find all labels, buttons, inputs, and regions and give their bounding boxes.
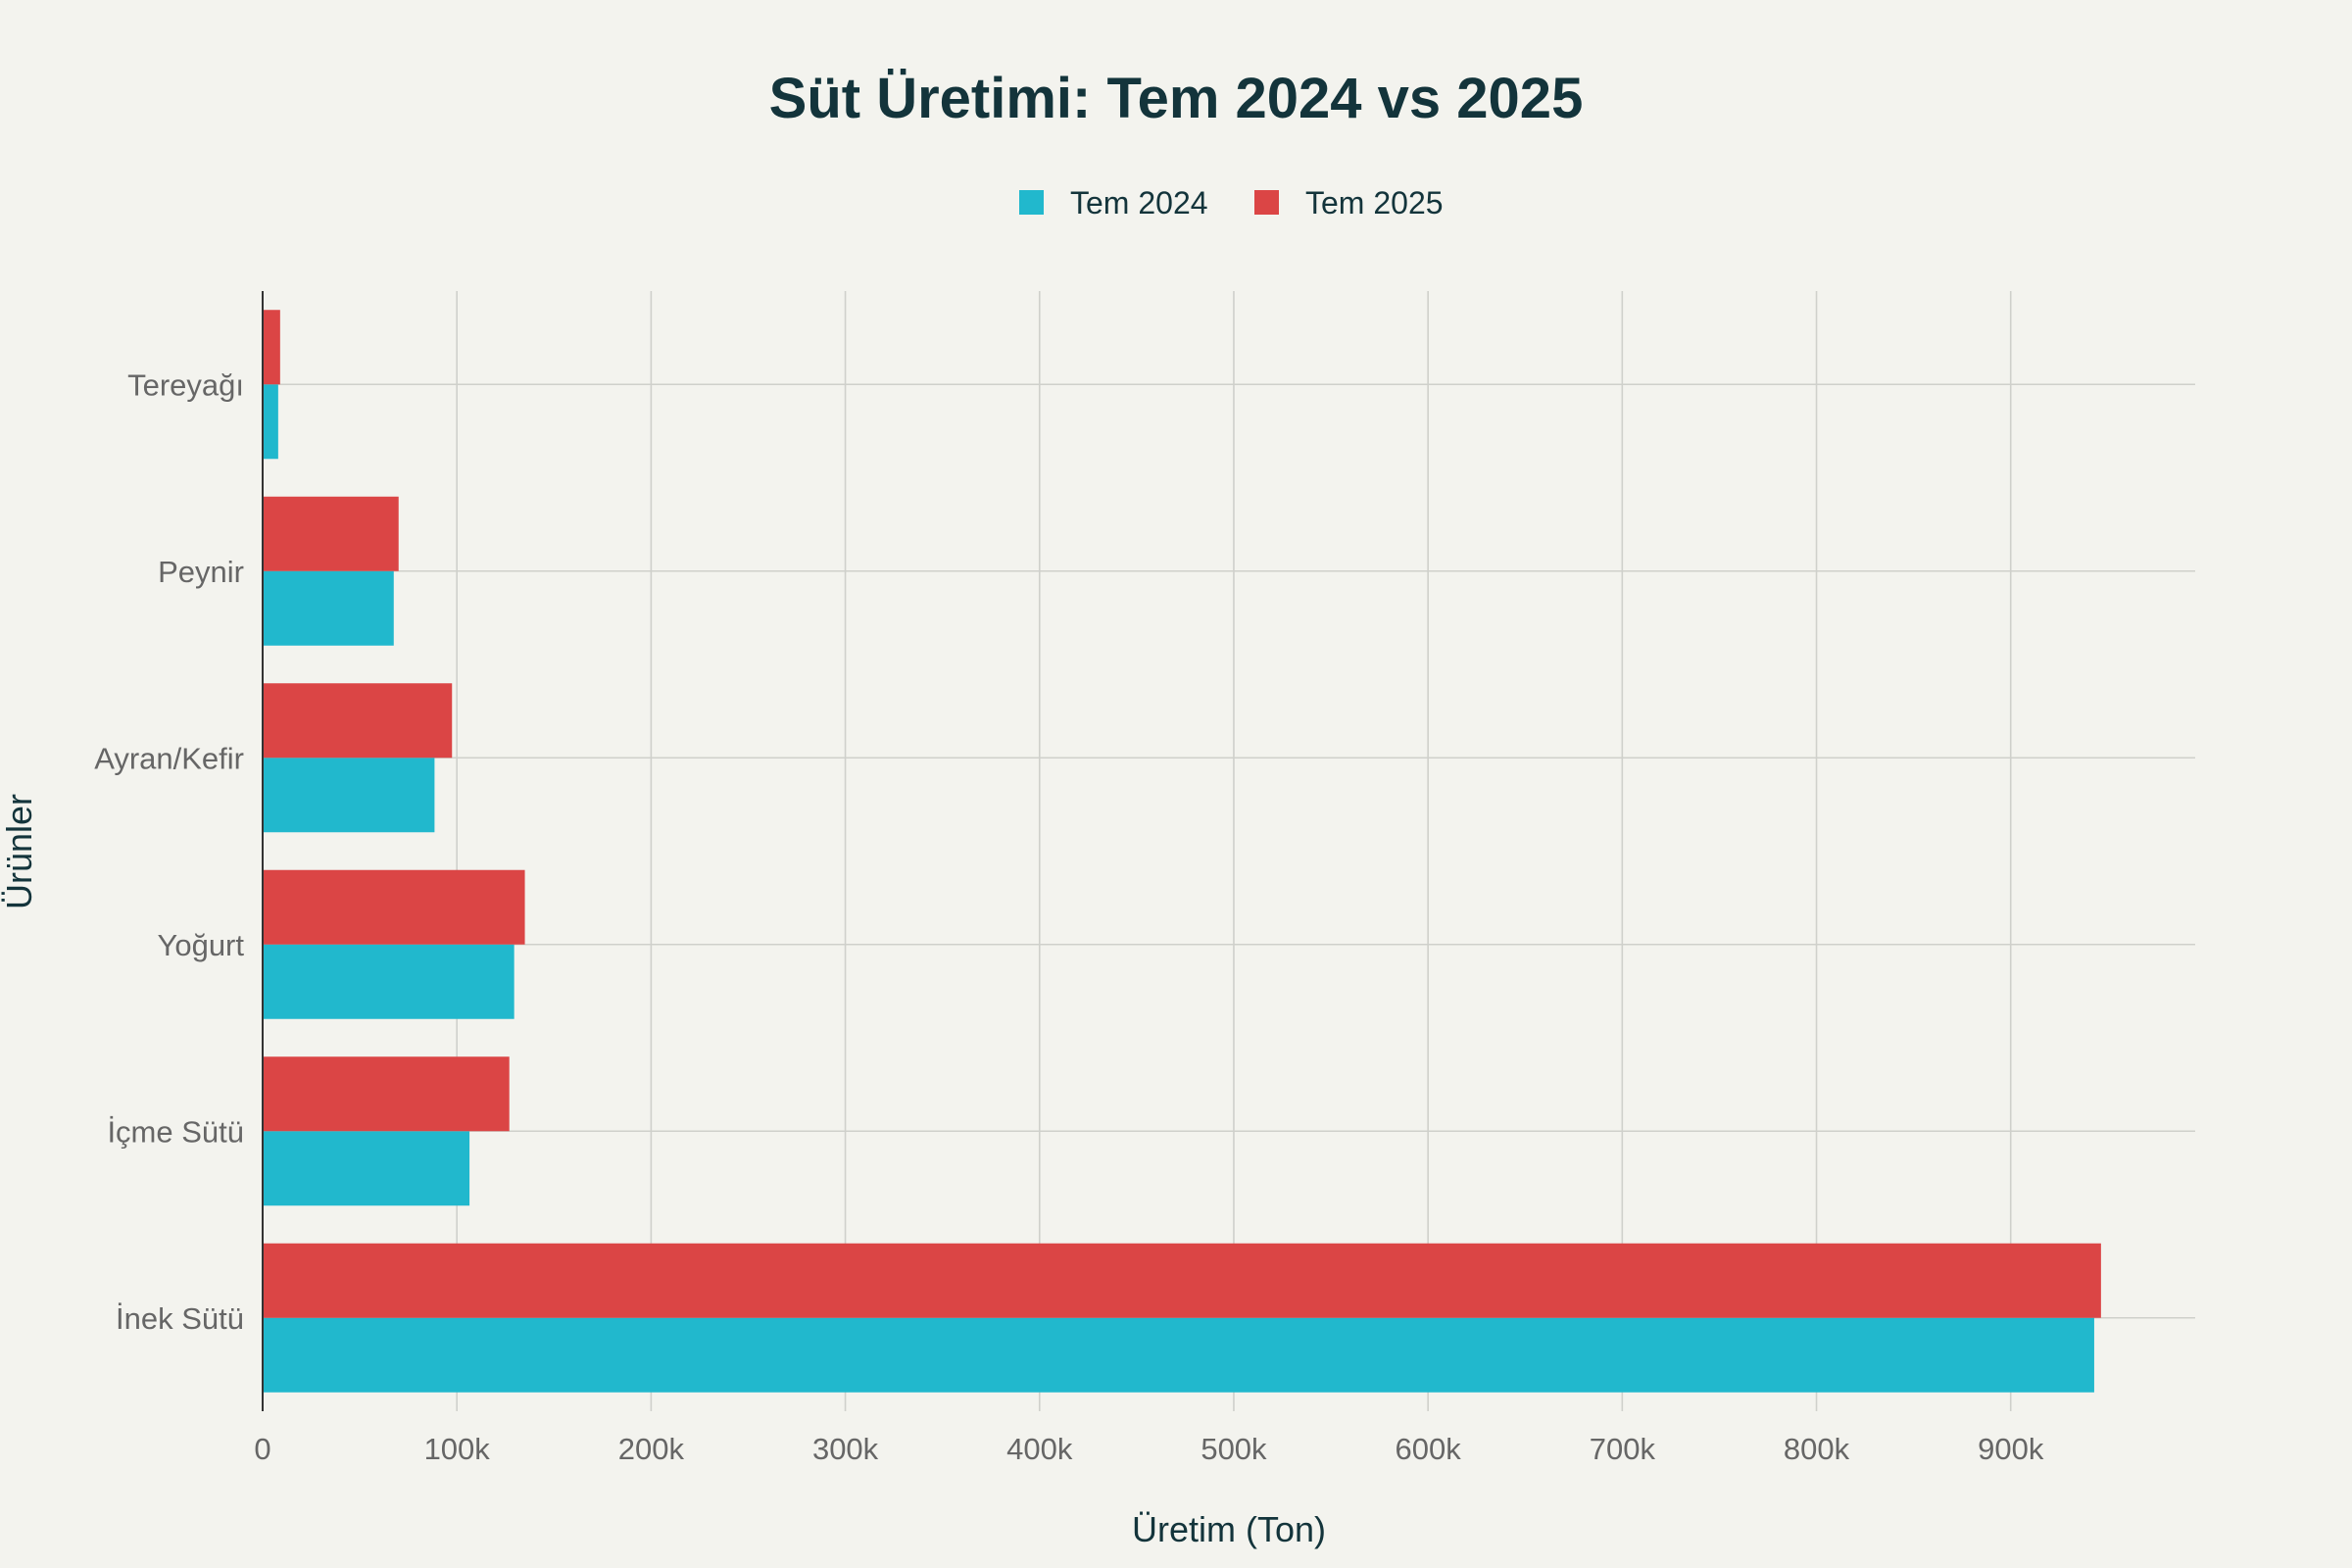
y-axis-title: Ürünler <box>0 794 39 909</box>
bar-inek-sutu-tem-2025 <box>263 1243 2101 1318</box>
bar-yogurt-tem-2025 <box>263 869 525 945</box>
bar-icme-sutu-tem-2025 <box>263 1056 510 1132</box>
bar-peynir-tem-2025 <box>263 496 399 571</box>
y-tick-label-tereyagi: Tereyağı <box>127 368 244 402</box>
bar-peynir-tem-2024 <box>263 570 394 646</box>
x-axis-title: Üretim (Ton) <box>1132 1509 1326 1549</box>
bar-ayran-kefir-tem-2025 <box>263 683 453 759</box>
bar-tereyagi-tem-2025 <box>263 310 280 385</box>
legend-swatch-tem-2024 <box>1019 190 1044 215</box>
legend-swatch-tem-2025 <box>1254 190 1279 215</box>
x-tick-label: 300k <box>812 1432 879 1466</box>
x-tick-label: 200k <box>618 1432 685 1466</box>
gridlines <box>263 291 2195 1411</box>
x-tick-label: 500k <box>1200 1432 1267 1466</box>
legend-label-tem-2024: Tem 2024 <box>1070 185 1208 220</box>
x-tick-label: 700k <box>1590 1432 1656 1466</box>
tick-labels: 0 100k 200k 300k 400k 500k 600k 700k 800k 900k İne… <box>94 368 2044 1466</box>
bar-icme-sutu-tem-2024 <box>263 1131 470 1206</box>
bar-tereyagi-tem-2024 <box>263 384 278 460</box>
x-tick-label: 600k <box>1396 1432 1462 1466</box>
bar-yogurt-tem-2024 <box>263 944 514 1019</box>
legend: Tem 2024 Tem 2025 <box>1019 185 1444 220</box>
bar-inek-sutu-tem-2024 <box>263 1317 2094 1393</box>
y-tick-label-icme-sutu: İçme Sütü <box>107 1114 244 1149</box>
x-tick-label: 0 <box>254 1432 270 1466</box>
bars <box>263 310 2101 1393</box>
x-tick-label: 100k <box>424 1432 491 1466</box>
x-tick-label: 900k <box>1978 1432 2044 1466</box>
y-tick-label-inek-sutu: İnek Sütü <box>116 1301 244 1336</box>
y-tick-label-ayran-kefir: Ayran/Kefir <box>94 741 244 775</box>
chart-title: Süt Üretimi: Tem 2024 vs 2025 <box>769 67 1584 130</box>
x-tick-label: 400k <box>1006 1432 1073 1466</box>
x-tick-label: 800k <box>1784 1432 1850 1466</box>
y-tick-label-yogurt: Yoğurt <box>158 928 245 962</box>
y-tick-label-peynir: Peynir <box>158 555 244 589</box>
legend-label-tem-2025: Tem 2025 <box>1305 185 1444 220</box>
bar-ayran-kefir-tem-2024 <box>263 758 435 833</box>
